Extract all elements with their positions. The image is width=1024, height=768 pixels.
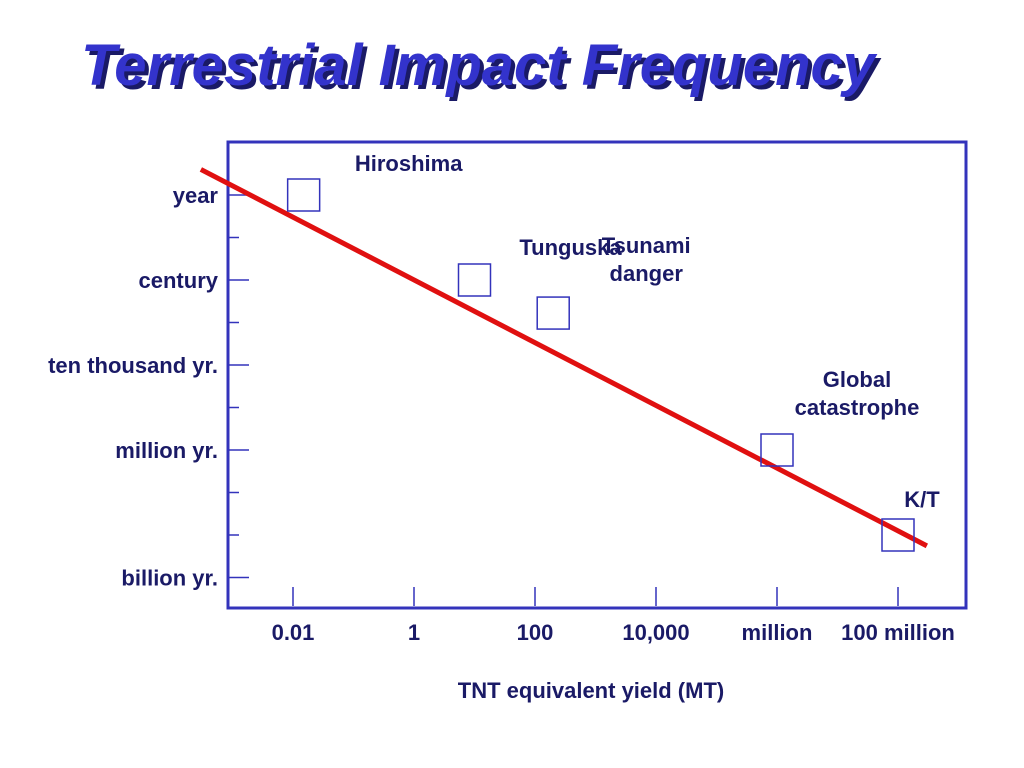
event-label: K/T <box>904 487 940 512</box>
event-label: danger <box>610 261 684 286</box>
x-tick-label: 100 million <box>841 620 955 645</box>
x-tick-label: 10,000 <box>622 620 689 645</box>
x-tick-label: 100 <box>517 620 554 645</box>
event-label: Tsunami <box>602 233 691 258</box>
x-tick-label: million <box>742 620 813 645</box>
x-tick-label: 1 <box>408 620 420 645</box>
page-title-shadow: Terrestrial Impact Frequency <box>85 37 882 102</box>
event-marker <box>881 518 915 552</box>
event-label: Global <box>823 367 891 392</box>
x-axis: 0.01 1 100 10,000 million 100 million <box>272 587 955 645</box>
event-marker <box>457 263 492 297</box>
event-marker <box>536 296 570 330</box>
page-title: Terrestrial Impact Frequency <box>81 33 878 98</box>
y-axis: year century ten thousand yr. million yr. bi… <box>48 183 249 591</box>
trend-line <box>199 167 929 549</box>
event-label: Hiroshima <box>355 151 463 176</box>
y-tick-label: million yr. <box>115 438 218 463</box>
y-tick-label: century <box>139 268 219 293</box>
event-marker <box>760 433 794 467</box>
y-tick-label: ten thousand yr. <box>48 353 218 378</box>
y-tick-label: year <box>173 183 219 208</box>
x-axis-title: TNT equivalent yield (MT) <box>458 678 724 703</box>
plot-frame <box>226 140 968 610</box>
event-label: catastrophe <box>795 395 920 420</box>
event-marker <box>286 178 321 212</box>
x-tick-label: 0.01 <box>272 620 315 645</box>
y-tick-label: billion yr. <box>121 566 218 591</box>
event-label: Tunguska <box>519 235 622 260</box>
